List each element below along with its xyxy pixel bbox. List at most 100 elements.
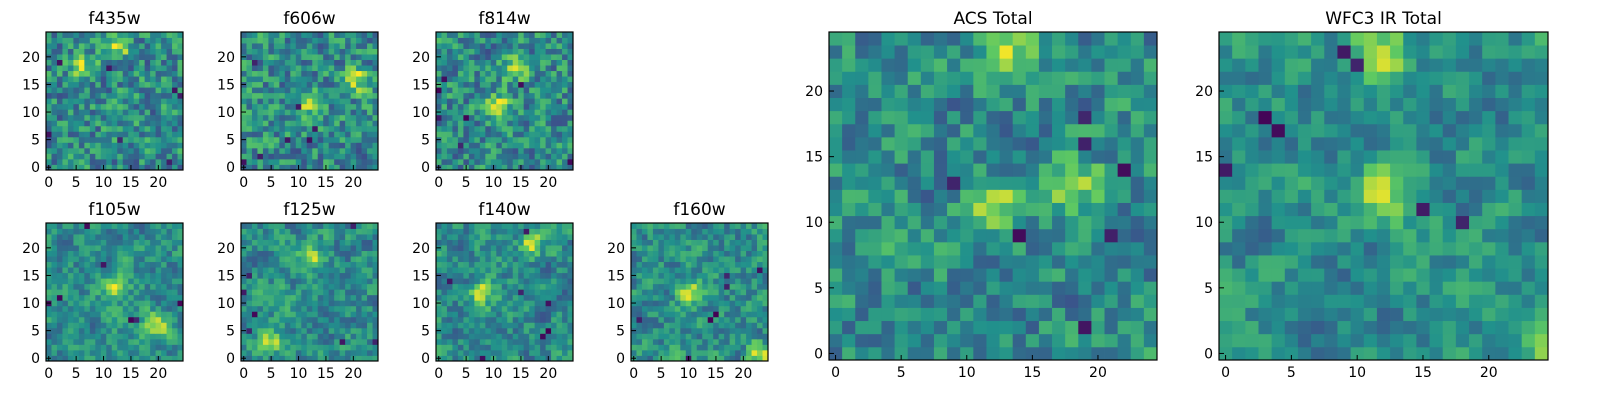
heatmap-cell — [268, 98, 275, 105]
heatmap-cell — [139, 59, 146, 66]
heatmap-cell — [67, 278, 74, 285]
heatmap-cell — [512, 76, 519, 83]
heatmap-cell — [339, 87, 346, 94]
heatmap-cell — [1038, 215, 1053, 230]
heatmap-cell — [328, 300, 335, 307]
heatmap-cell — [73, 239, 80, 246]
heatmap-cell — [323, 131, 330, 138]
heatmap-cell — [150, 103, 156, 110]
heatmap-cell — [1130, 202, 1145, 217]
heatmap-cell — [312, 300, 319, 307]
heatmap-cell — [155, 250, 162, 257]
heatmap-cell — [273, 234, 280, 240]
heatmap-cell — [457, 70, 464, 77]
heatmap-cell — [295, 142, 302, 149]
heatmap-cell — [501, 311, 508, 318]
heatmap-cell — [441, 92, 448, 99]
heatmap-cell — [268, 153, 275, 160]
heatmap-cell — [56, 294, 63, 301]
heatmap-cell — [707, 223, 714, 229]
heatmap-cell — [551, 43, 557, 49]
heatmap-cell — [685, 278, 692, 285]
heatmap-cell — [356, 65, 362, 72]
heatmap-cell — [301, 234, 308, 240]
heatmap-cell — [279, 81, 286, 88]
heatmap-cell — [881, 123, 895, 138]
heatmap-cell — [161, 250, 167, 257]
heatmap-cell — [356, 125, 362, 132]
heatmap-cell — [740, 278, 747, 285]
heatmap-cell — [463, 59, 470, 66]
heatmap-cell — [155, 142, 162, 149]
heatmap-cell — [78, 261, 85, 268]
heatmap-cell — [652, 305, 659, 312]
heatmap-cell — [986, 255, 1000, 269]
heatmap-cell — [306, 250, 313, 257]
heatmap-cell — [133, 316, 140, 323]
heatmap-cell — [457, 311, 464, 318]
heatmap-cell — [512, 164, 519, 171]
heatmap-cell — [907, 346, 922, 361]
heatmap-cell — [468, 272, 475, 279]
heatmap-cell — [452, 228, 459, 235]
heatmap-cell — [724, 316, 731, 323]
heatmap-cell — [658, 272, 665, 279]
heatmap-cell — [501, 261, 508, 268]
heatmap-cell — [507, 289, 514, 296]
heatmap-cell — [172, 344, 178, 351]
heatmap-cell — [106, 142, 113, 149]
heatmap-cell — [144, 131, 151, 138]
heatmap-cell — [551, 261, 557, 268]
heatmap-cell — [534, 147, 541, 154]
heatmap-cell — [106, 120, 113, 127]
heatmap-cell — [631, 349, 637, 356]
heatmap-cell — [339, 349, 346, 356]
heatmap-cell — [534, 234, 541, 240]
heatmap-cell — [95, 316, 102, 323]
heatmap-cell — [62, 349, 69, 356]
heatmap-cell — [529, 158, 536, 165]
heatmap-cell — [1091, 228, 1105, 243]
heatmap-cell — [545, 267, 552, 274]
heatmap-cell — [446, 147, 453, 154]
heatmap-cell — [1130, 136, 1145, 151]
heatmap-cell — [155, 333, 162, 340]
heatmap-cell — [1038, 202, 1053, 217]
heatmap-cell — [150, 316, 156, 323]
heatmap-cell — [636, 267, 643, 274]
heatmap-cell — [246, 256, 253, 263]
heatmap-cell — [894, 228, 909, 243]
heatmap-cell — [452, 114, 459, 121]
heatmap-cell — [262, 65, 269, 72]
heatmap-cell — [746, 311, 752, 318]
heatmap-cell — [441, 131, 448, 138]
heatmap-cell — [350, 158, 357, 165]
heatmap-cell — [144, 87, 151, 94]
heatmap-cell — [551, 278, 557, 285]
heatmap-cell — [652, 278, 659, 285]
heatmap-cell — [345, 92, 351, 99]
heatmap-cell — [73, 158, 80, 165]
heatmap-cell — [523, 305, 530, 312]
heatmap-cell — [479, 142, 486, 149]
heatmap-cell — [1130, 333, 1145, 348]
heatmap-cell — [150, 267, 156, 274]
heatmap-cell — [111, 114, 118, 121]
heatmap-cell — [268, 109, 275, 116]
heatmap-cell — [485, 333, 492, 340]
heatmap-cell — [295, 65, 302, 72]
heatmap-cell — [317, 43, 324, 49]
heatmap-cell — [512, 87, 519, 94]
heatmap-cell — [273, 65, 280, 72]
heatmap-cell — [718, 267, 725, 274]
heatmap-cell — [100, 131, 107, 138]
heatmap-cell — [1104, 307, 1119, 322]
heatmap-cell — [51, 228, 58, 235]
heatmap-cell — [468, 136, 475, 143]
heatmap-cell — [474, 333, 481, 340]
heatmap-cell — [446, 305, 453, 312]
heatmap-cell — [350, 311, 357, 318]
heatmap-cell — [501, 234, 508, 240]
heatmap-cell — [485, 48, 492, 55]
heatmap-cell — [1038, 150, 1053, 164]
